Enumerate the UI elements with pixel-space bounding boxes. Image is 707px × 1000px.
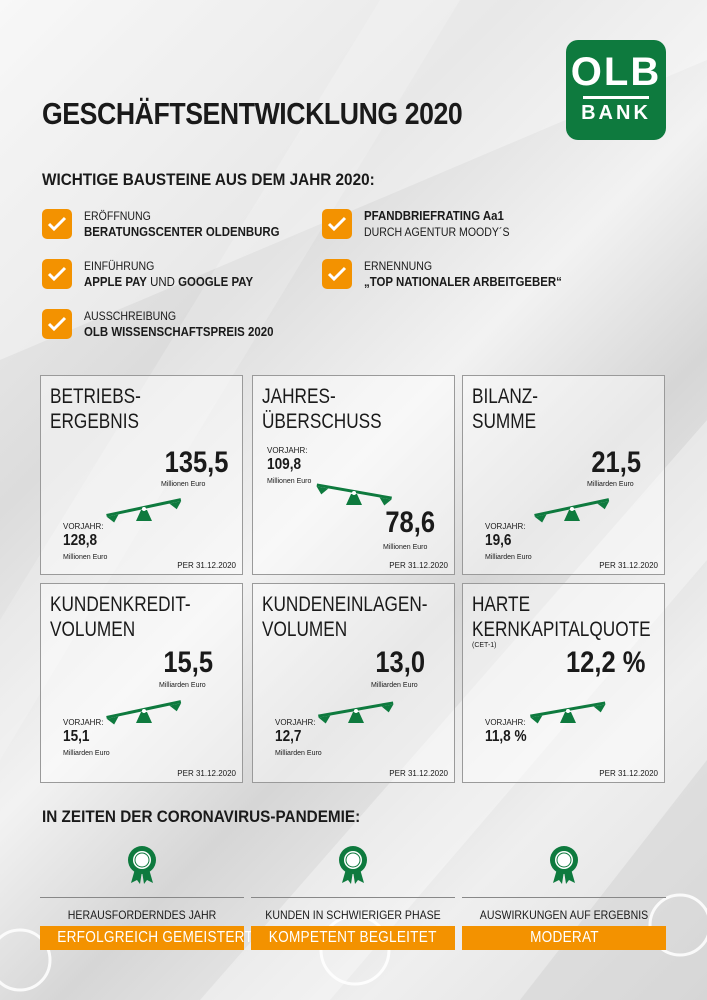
milestone-label: PFANDBRIEFRATING Aa1 <box>364 208 504 223</box>
card-value: 13,0 <box>375 646 426 679</box>
milestone-label: AUSSCHREIBUNG <box>84 309 177 323</box>
card-title: KUNDENKREDIT- VOLUMEN <box>50 593 191 641</box>
logo-divider <box>583 96 649 99</box>
card-unit: Milliarden Euro <box>371 682 418 689</box>
milestone-item: ERÖFFNUNG BERATUNGSCENTER OLDENBURG <box>42 208 306 240</box>
prev-year-unit: Milliarden Euro <box>63 750 110 757</box>
milestone-item: ERNENNUNG „TOP NATIONALER ARBEITGEBER“ <box>322 258 589 290</box>
card-title: BETRIEBS- ERGEBNIS <box>50 385 141 433</box>
prev-year-unit: Millionen Euro <box>267 478 312 485</box>
card-value: 78,6 <box>385 506 436 539</box>
pandemic-label: KUNDEN IN SCHWIERIGER PHASE <box>265 908 441 922</box>
prev-year-label: VORJAHR: <box>275 718 316 727</box>
milestone-label: ERÖFFNUNG <box>84 209 151 223</box>
prev-year-label: VORJAHR: <box>485 718 526 727</box>
card-value: 135,5 <box>164 446 229 479</box>
divider <box>462 897 666 898</box>
per-date: PER 31.12.2020 <box>177 561 236 570</box>
card-title: JAHRES- ÜBERSCHUSS <box>262 385 382 433</box>
prev-year-value: 128,8 <box>63 532 98 549</box>
kpi-card-bilanzsumme: BILANZ- SUMME 21,5 Milliarden Euro VORJA… <box>462 375 665 575</box>
milestone-item: EINFÜHRUNG APPLE PAY UND GOOGLE PAY <box>42 258 276 290</box>
award-rosette-icon <box>128 846 156 884</box>
prev-year-unit: Milliarden Euro <box>485 554 532 561</box>
kpi-card-kundeneinlagenvolumen: KUNDENEINLAGEN- VOLUMEN 13,0 Milliarden … <box>252 583 455 783</box>
balance-scale-icon <box>106 498 182 523</box>
milestone-value: OLB WISSENSCHAFTSPREIS 2020 <box>84 324 274 339</box>
card-subtitle: (CET-1) <box>472 642 497 649</box>
card-unit: Millionen Euro <box>161 481 206 488</box>
pandemic-highlight: KOMPETENT BEGLEITET <box>251 926 455 950</box>
card-value: 12,2 % <box>566 646 646 679</box>
award-rosette-icon <box>339 846 367 884</box>
card-value: 21,5 <box>591 446 642 479</box>
divider <box>251 897 455 898</box>
kpi-card-jahresueberschuss: JAHRES- ÜBERSCHUSS VORJAHR: 109,8 Millio… <box>252 375 455 575</box>
page-title: GESCHÄFTSENTWICKLUNG 2020 <box>42 96 463 131</box>
card-title: KUNDENEINLAGEN- VOLUMEN <box>262 593 428 641</box>
balance-scale-icon <box>106 700 182 725</box>
milestone-value: BERATUNGSCENTER OLDENBURG <box>84 224 280 239</box>
prev-year-label: VORJAHR: <box>267 446 308 455</box>
prev-year-value: 15,1 <box>63 728 90 745</box>
prev-year-value: 109,8 <box>267 456 302 473</box>
card-title: BILANZ- SUMME <box>472 385 539 433</box>
prev-year-label: VORJAHR: <box>485 522 526 531</box>
prev-year-label: VORJAHR: <box>63 718 104 727</box>
olb-bank-logo: OLB BANK <box>566 40 666 140</box>
per-date: PER 31.12.2020 <box>599 769 658 778</box>
milestone-value: DURCH AGENTUR MOODY´S <box>364 225 510 239</box>
prev-year-value: 11,8 % <box>485 728 527 745</box>
pandemic-item: AUSWIRKUNGEN AUF ERGEBNIS MODERAT <box>462 845 666 950</box>
card-unit: Millionen Euro <box>383 544 428 551</box>
kpi-card-betriebsergebnis: BETRIEBS- ERGEBNIS 135,5 Millionen Euro … <box>40 375 243 575</box>
milestones-heading: WICHTIGE BAUSTEINE AUS DEM JAHR 2020: <box>42 170 375 189</box>
per-date: PER 31.12.2020 <box>389 769 448 778</box>
checkmark-icon <box>322 209 352 239</box>
pandemic-heading: IN ZEITEN DER CORONAVIRUS-PANDEMIE: <box>42 807 361 826</box>
pandemic-label: HERAUSFORDERNDES JAHR <box>67 908 217 922</box>
logo-text-olb: OLB <box>570 50 662 94</box>
balance-scale-icon <box>316 483 392 506</box>
per-date: PER 31.12.2020 <box>389 561 448 570</box>
prev-year-unit: Millionen Euro <box>63 554 108 561</box>
award-rosette-icon <box>550 846 578 884</box>
prev-year-unit: Milliarden Euro <box>275 750 322 757</box>
logo-text-bank: BANK <box>581 102 651 124</box>
checkmark-icon <box>42 309 72 339</box>
prev-year-label: VORJAHR: <box>63 522 104 531</box>
per-date: PER 31.12.2020 <box>177 769 236 778</box>
milestone-value: „TOP NATIONALER ARBEITGEBER“ <box>364 274 562 289</box>
card-title: HARTE KERNKAPITALQUOTE <box>472 593 651 641</box>
per-date: PER 31.12.2020 <box>599 561 658 570</box>
milestone-item: AUSSCHREIBUNG OLB WISSENSCHAFTSPREIS 202… <box>42 308 299 340</box>
pandemic-highlight: ERFOLGREICH GEMEISTERT <box>40 926 253 950</box>
kpi-card-kundenkreditvolumen: KUNDENKREDIT- VOLUMEN 15,5 Milliarden Eu… <box>40 583 243 783</box>
card-unit: Milliarden Euro <box>159 682 206 689</box>
prev-year-value: 12,7 <box>275 728 302 745</box>
pandemic-highlight: MODERAT <box>462 926 666 950</box>
pandemic-item: KUNDEN IN SCHWIERIGER PHASE KOMPETENT BE… <box>251 845 455 950</box>
card-value: 15,5 <box>163 646 214 679</box>
pandemic-label: AUSWIRKUNGEN AUF ERGEBNIS <box>479 908 649 922</box>
divider <box>40 897 244 898</box>
prev-year-value: 19,6 <box>485 532 512 549</box>
balance-scale-icon <box>318 701 394 724</box>
milestone-label: EINFÜHRUNG <box>84 259 155 273</box>
checkmark-icon <box>322 259 352 289</box>
kpi-card-harte-kernkapitalquote: HARTE KERNKAPITALQUOTE (CET-1) 12,2 % VO… <box>462 583 665 783</box>
checkmark-icon <box>42 209 72 239</box>
balance-scale-icon <box>530 701 606 724</box>
checkmark-icon <box>42 259 72 289</box>
pandemic-item: HERAUSFORDERNDES JAHR ERFOLGREICH GEMEIS… <box>40 845 253 950</box>
card-unit: Milliarden Euro <box>587 481 634 488</box>
milestone-label: ERNENNUNG <box>364 259 433 273</box>
balance-scale-icon <box>534 498 610 523</box>
milestone-item: PFANDBRIEFRATING Aa1 DURCH AGENTUR MOODY… <box>322 208 529 240</box>
milestone-value: APPLE PAY UND GOOGLE PAY <box>84 274 254 289</box>
